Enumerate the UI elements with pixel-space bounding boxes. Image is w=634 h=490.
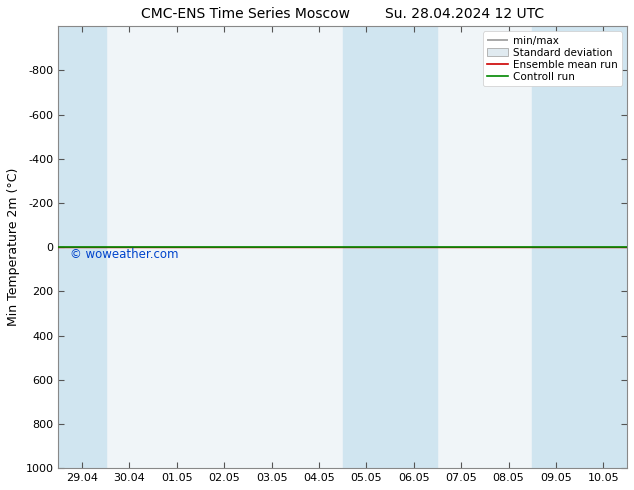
Bar [343, 26, 437, 468]
Bar [533, 26, 627, 468]
Y-axis label: Min Temperature 2m (°C): Min Temperature 2m (°C) [7, 168, 20, 326]
Legend: min/max, Standard deviation, Ensemble mean run, Controll run: min/max, Standard deviation, Ensemble me… [482, 31, 622, 86]
Bar [58, 26, 106, 468]
Text: © woweather.com: © woweather.com [70, 248, 178, 261]
Title: CMC-ENS Time Series Moscow        Su. 28.04.2024 12 UTC: CMC-ENS Time Series Moscow Su. 28.04.202… [141, 7, 544, 21]
